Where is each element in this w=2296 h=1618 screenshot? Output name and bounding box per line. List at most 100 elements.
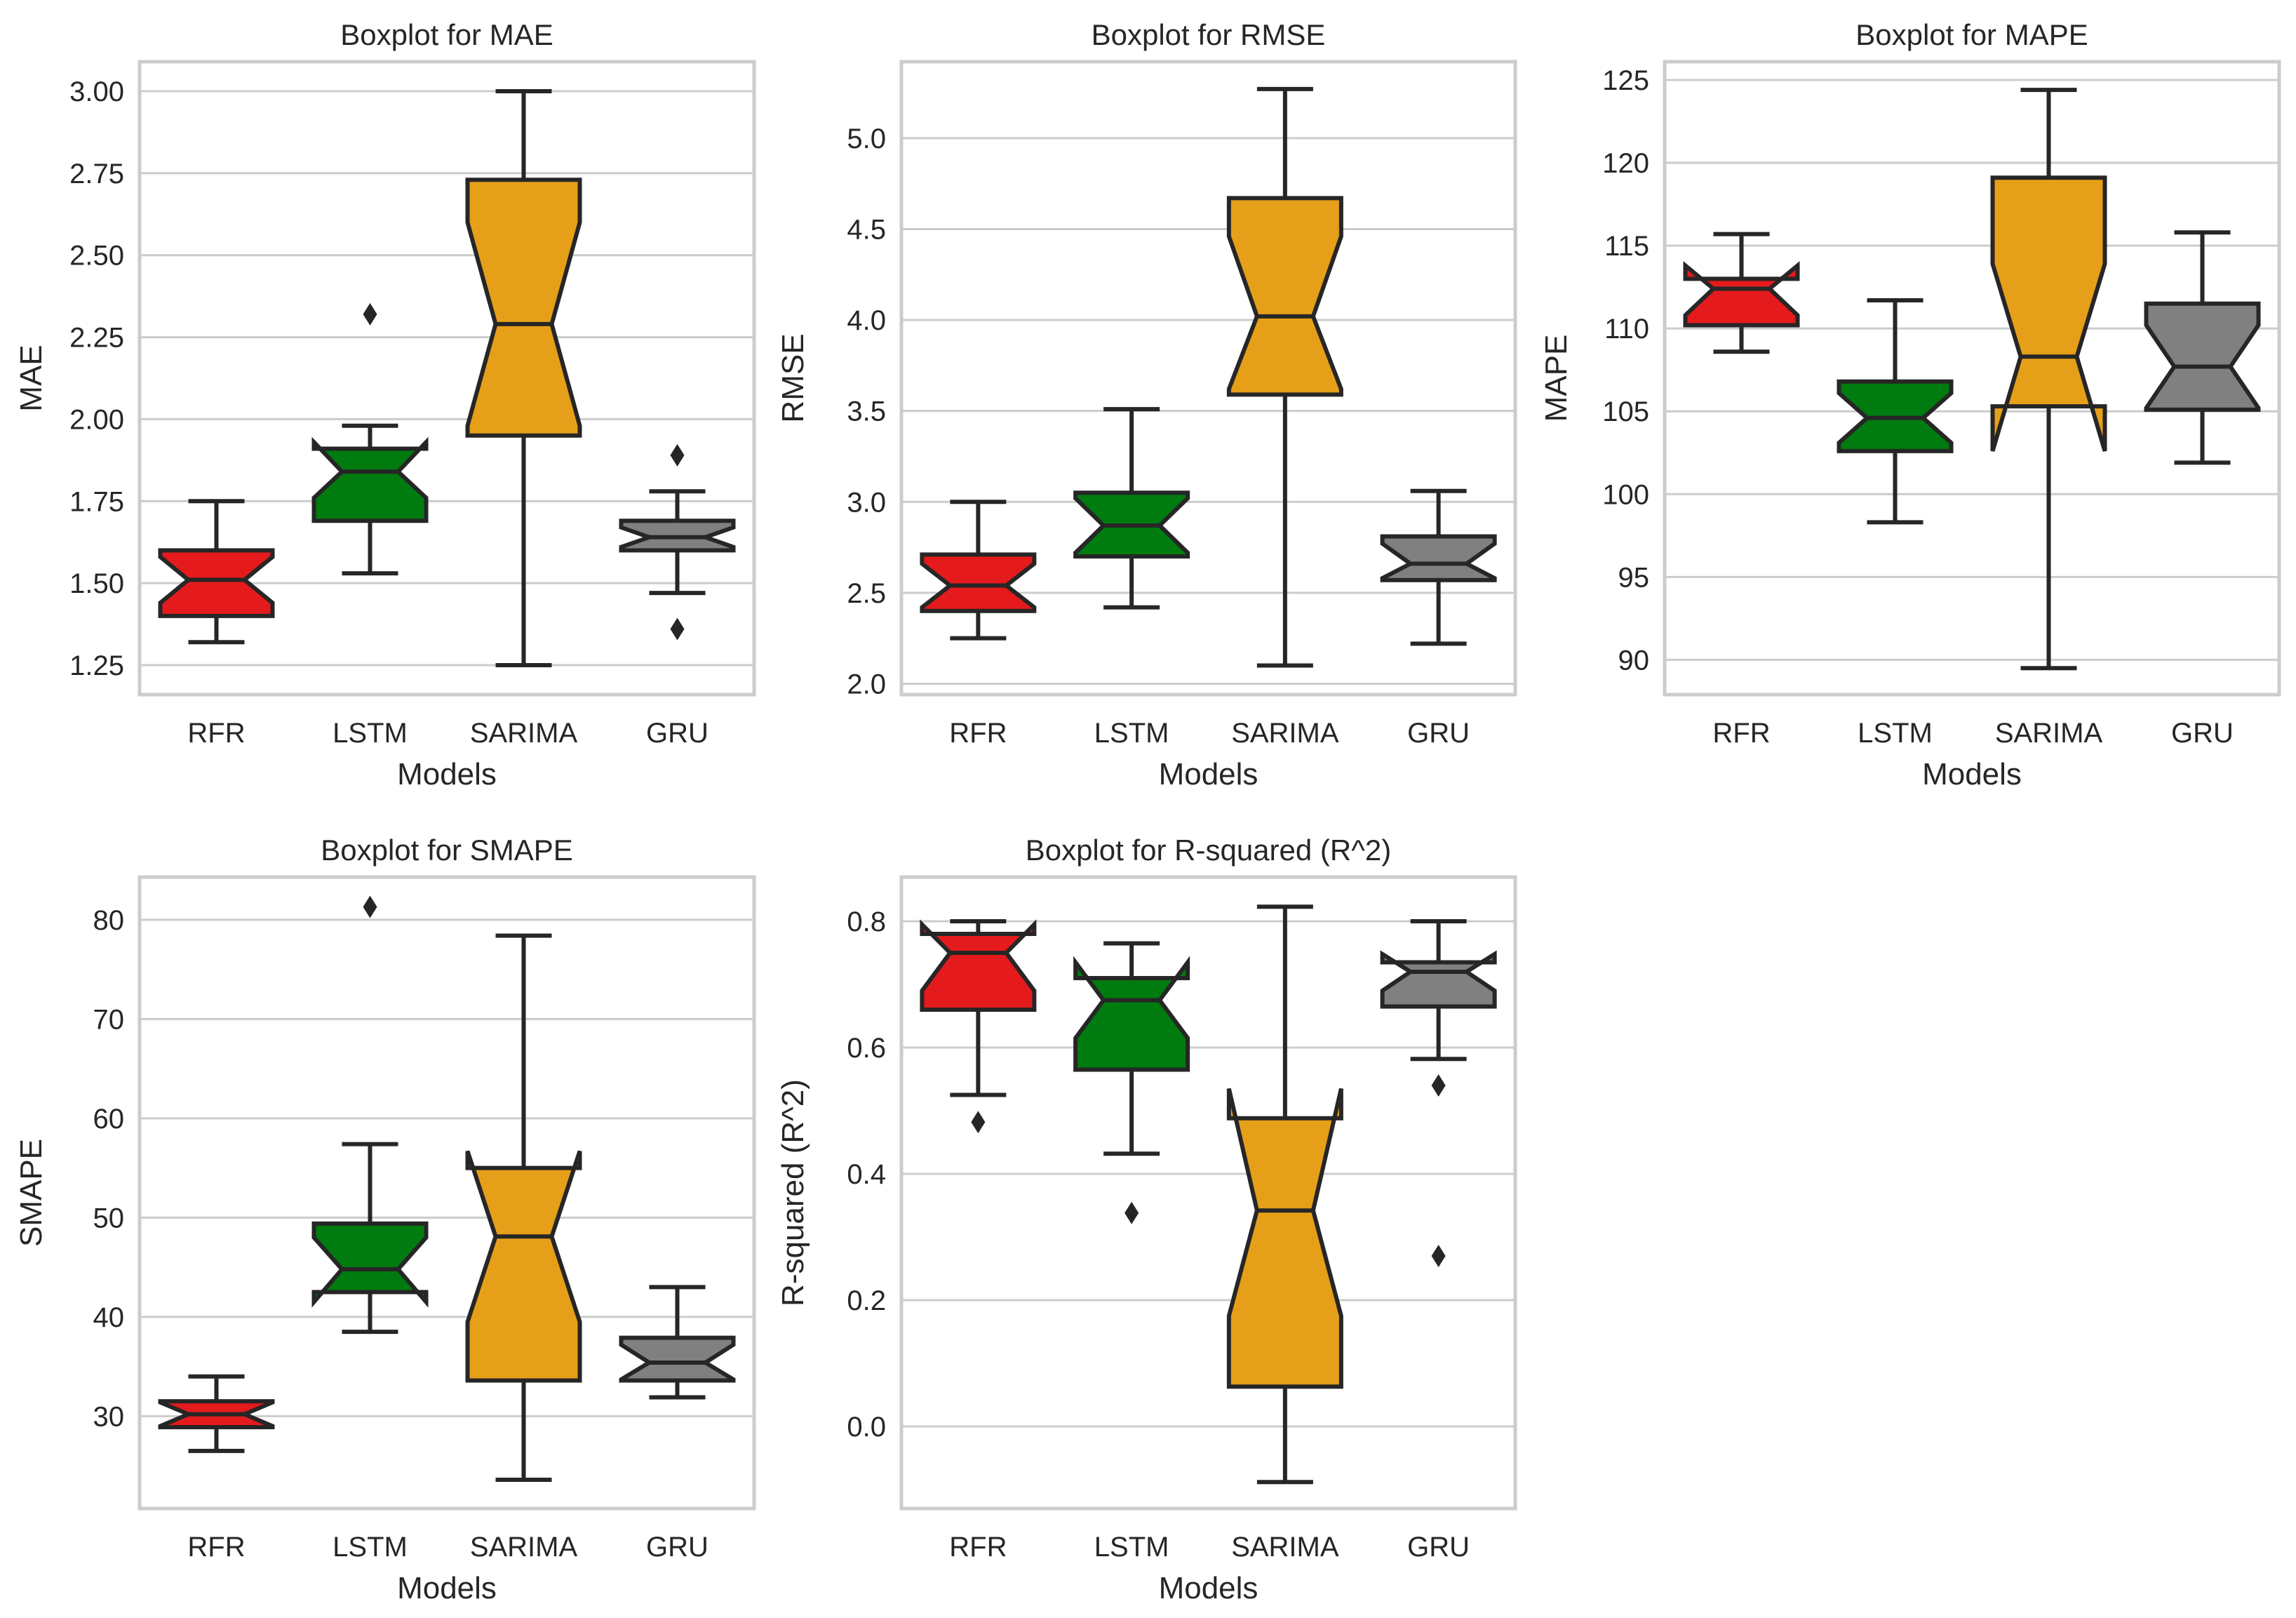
- box-body: [1380, 534, 1497, 582]
- y-axis-label: R-squared (R^2): [776, 1079, 810, 1306]
- x-tick-label-lstm: LSTM: [1094, 718, 1169, 749]
- box-body: [2144, 301, 2261, 412]
- plot-frame: [1663, 60, 2281, 697]
- box-sarima: [1226, 904, 1343, 1485]
- y-axis-label: MAE: [14, 345, 48, 411]
- panel-rmse: 2.0 2.5 3.0 3.5 4.0 4.5 5.0 RFR LSTM SARIMA GRU Box…: [776, 18, 1517, 791]
- box-rfr: [920, 500, 1037, 641]
- y-tick-label: 2.75: [69, 159, 124, 189]
- x-tick-label-sarima: SARIMA: [470, 718, 578, 749]
- y-tick-label: 105: [1602, 396, 1649, 427]
- x-tick-label-sarima: SARIMA: [1995, 718, 2103, 749]
- panel-title: Boxplot for MAE: [340, 18, 553, 51]
- y-tick-label: 3.00: [69, 76, 124, 107]
- box-body: [1073, 956, 1190, 1072]
- x-tick-label-rfr: RFR: [949, 718, 1007, 749]
- y-tick-label: 80: [93, 905, 125, 936]
- panel-r-squared-r-2: 0.0 0.2 0.4 0.6 0.8 RFR LSTM SARIMA GRU Boxplot f…: [776, 834, 1517, 1605]
- box-body: [1226, 1088, 1343, 1389]
- x-tick-label-gru: GRU: [646, 1532, 709, 1563]
- y-tick-label: 1.50: [69, 568, 124, 599]
- box-gru: [1380, 488, 1497, 646]
- y-tick-label: 125: [1602, 65, 1649, 96]
- y-tick-label: 0.8: [847, 907, 886, 937]
- box-body: [311, 1221, 429, 1308]
- y-tick-label: 95: [1618, 562, 1650, 593]
- x-axis-label: Models: [1159, 1571, 1258, 1605]
- box-lstm: [311, 895, 429, 1335]
- box-lstm: [311, 302, 429, 576]
- box-body: [920, 552, 1037, 613]
- box-body: [311, 436, 429, 523]
- y-tick-label: 0.6: [847, 1033, 886, 1064]
- box-lstm: [1073, 407, 1190, 610]
- x-tick-label-rfr: RFR: [187, 1532, 245, 1563]
- box-rfr: [158, 499, 275, 645]
- outlier-point: [363, 895, 377, 918]
- y-tick-label: 5.0: [847, 123, 886, 154]
- plot-frame: [899, 60, 1517, 697]
- y-tick-label: 1.25: [69, 650, 124, 681]
- x-axis-label: Models: [1922, 757, 2022, 791]
- box-body: [619, 1335, 736, 1383]
- box-body: [920, 919, 1037, 1012]
- x-tick-label-lstm: LSTM: [333, 718, 408, 749]
- panel-mae: 1.25 1.50 1.75 2.00 2.25 2.50 2.75 3.00 RFR LSTM S…: [14, 18, 756, 791]
- box-lstm: [1837, 298, 1954, 525]
- x-tick-label-sarima: SARIMA: [1231, 1532, 1339, 1563]
- panel-title: Boxplot for R-squared (R^2): [1026, 834, 1392, 867]
- y-tick-label: 30: [93, 1401, 125, 1432]
- y-tick-label: 90: [1618, 645, 1650, 676]
- x-axis-label: Models: [397, 1571, 497, 1605]
- y-tick-label: 2.00: [69, 404, 124, 435]
- box-body: [465, 178, 582, 438]
- y-tick-label: 100: [1602, 479, 1649, 510]
- x-tick-label-gru: GRU: [646, 718, 709, 749]
- y-tick-label: 115: [1604, 231, 1649, 262]
- x-tick-label-lstm: LSTM: [1094, 1532, 1169, 1563]
- y-axis-label: MAPE: [1539, 335, 1573, 422]
- y-axis-label: RMSE: [776, 333, 810, 422]
- outlier-point: [363, 302, 377, 326]
- box-gru: [619, 443, 736, 641]
- y-tick-label: 1.75: [69, 486, 124, 517]
- box-rfr: [920, 919, 1037, 1134]
- box-body: [1226, 196, 1343, 397]
- panel-title: Boxplot for MAPE: [1855, 18, 2088, 51]
- outlier-point: [1124, 1201, 1139, 1224]
- y-tick-label: 40: [93, 1302, 125, 1333]
- box-body: [1380, 950, 1497, 1009]
- outlier-point: [670, 617, 685, 641]
- y-tick-label: 3.5: [847, 396, 886, 427]
- y-tick-label: 4.5: [847, 214, 886, 245]
- box-body: [1990, 175, 2107, 452]
- box-gru: [619, 1285, 736, 1400]
- panel-mape: 90 95 100 105 110 115 120 125 RFR LSTM SARIMA GRU Bo…: [1539, 18, 2281, 791]
- x-axis-label: Models: [1159, 757, 1258, 791]
- box-body: [465, 1150, 582, 1383]
- panel-smape: 30 40 50 60 70 80 RFR LSTM SARIMA GRU Boxplot for …: [14, 834, 756, 1605]
- box-sarima: [465, 89, 582, 667]
- box-sarima: [1226, 86, 1343, 668]
- x-tick-label-lstm: LSTM: [1858, 718, 1933, 749]
- box-gru: [1380, 919, 1497, 1267]
- y-tick-label: 2.25: [69, 323, 124, 354]
- plot-frame: [137, 875, 756, 1511]
- y-tick-label: 70: [93, 1004, 125, 1035]
- y-tick-label: 2.0: [847, 669, 886, 700]
- box-rfr: [1683, 232, 1800, 354]
- y-tick-label: 2.50: [69, 241, 124, 272]
- y-tick-label: 4.0: [847, 305, 886, 336]
- box-body: [158, 548, 275, 618]
- plot-frame: [137, 60, 756, 697]
- plot-frame: [899, 875, 1517, 1511]
- x-tick-label-rfr: RFR: [187, 718, 245, 749]
- panel-title: Boxplot for RMSE: [1092, 18, 1326, 51]
- y-axis-label: SMAPE: [14, 1139, 48, 1247]
- x-tick-label-sarima: SARIMA: [470, 1532, 578, 1563]
- x-tick-label-lstm: LSTM: [333, 1532, 408, 1563]
- y-tick-label: 0.4: [847, 1159, 886, 1190]
- y-tick-label: 0.2: [847, 1285, 886, 1316]
- box-body: [1683, 261, 1800, 328]
